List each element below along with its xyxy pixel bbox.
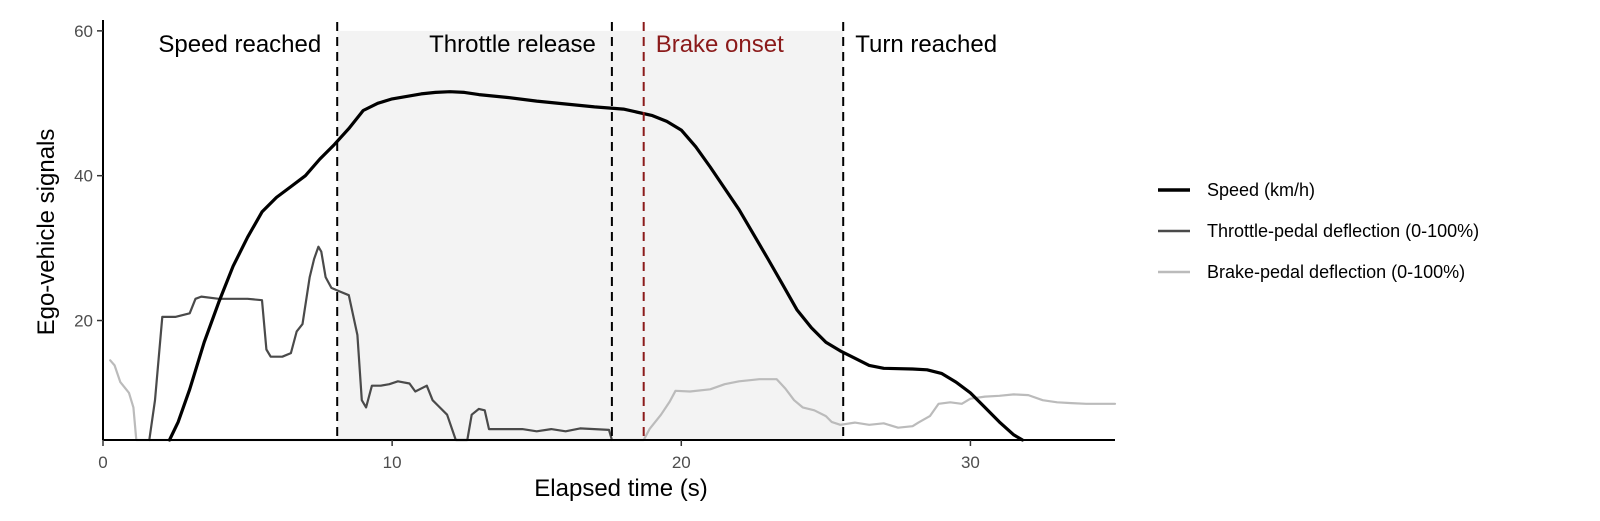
event-label-3: Turn reached — [855, 31, 997, 58]
series-line-1 — [148, 245, 613, 442]
y-tick-label-2: 60 — [74, 22, 93, 41]
series-layer — [109, 90, 1117, 442]
x-tick-label-1: 10 — [383, 453, 402, 472]
shaded-region-0 — [337, 30, 844, 441]
y-axis-title: Ego-vehicle signals — [33, 129, 60, 336]
x-axis-title: Elapsed time (s) — [534, 475, 707, 502]
event-label-2: Brake onset — [656, 31, 784, 58]
event-lines: Speed reached Throttle release Brake onset… — [158, 22, 997, 440]
event-label-0: Speed reached — [158, 31, 321, 58]
y-tick-label-1: 40 — [74, 167, 93, 186]
axes: 0 10 20 30 20 40 60 — [74, 20, 1115, 472]
event-label-1: Throttle release — [429, 31, 596, 58]
shaded-regions — [337, 30, 844, 441]
series-line-2 — [109, 359, 1117, 442]
y-tick-label-0: 20 — [74, 312, 93, 331]
x-tick-label-2: 20 — [672, 453, 691, 472]
x-tick-label-0: 0 — [98, 453, 107, 472]
legend-label-1: Throttle-pedal deflection (0-100%) — [1207, 221, 1479, 241]
x-tick-label-3: 30 — [961, 453, 980, 472]
series-line-0 — [167, 90, 1025, 442]
legend: Speed (km/h) Throttle-pedal deflection (0… — [1158, 180, 1479, 282]
legend-label-0: Speed (km/h) — [1207, 180, 1315, 200]
legend-label-2: Brake-pedal deflection (0-100%) — [1207, 262, 1465, 282]
